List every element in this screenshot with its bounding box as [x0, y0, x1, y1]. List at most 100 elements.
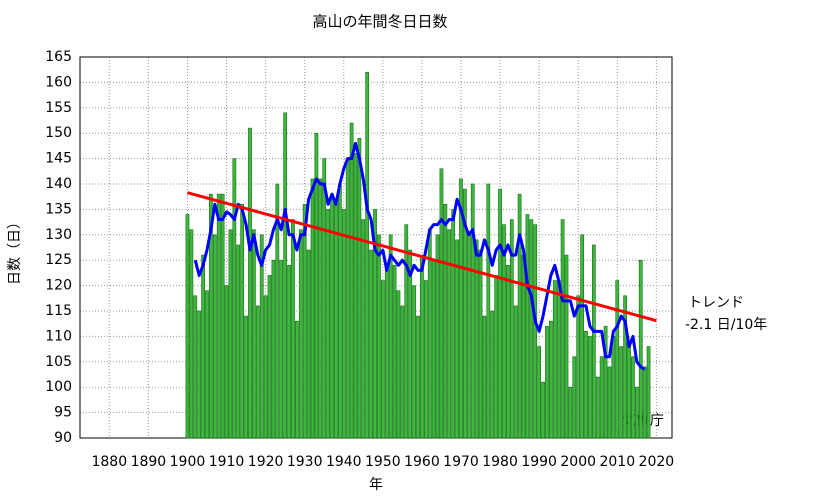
bar — [509, 219, 514, 439]
bar — [275, 183, 280, 439]
y-tick-label: 145 — [45, 151, 72, 167]
bar — [611, 336, 616, 439]
bar — [533, 224, 538, 439]
x-tick-label: 1940 — [326, 454, 362, 470]
bar — [455, 239, 459, 439]
bar — [283, 112, 288, 439]
bar — [306, 249, 311, 439]
bar — [295, 320, 299, 439]
bar — [466, 234, 471, 439]
bar — [623, 295, 627, 439]
bar — [627, 341, 631, 439]
bar — [392, 264, 397, 439]
bar — [541, 381, 545, 439]
x-tick-label: 2020 — [639, 454, 675, 470]
bar — [525, 214, 530, 439]
bar — [228, 229, 233, 439]
bar — [478, 249, 483, 439]
x-tick-label: 1990 — [521, 454, 557, 470]
bar — [482, 315, 487, 439]
bar — [591, 244, 596, 439]
x-tick-label: 1930 — [287, 454, 323, 470]
bar — [287, 264, 291, 439]
bar — [369, 249, 373, 439]
bar — [435, 234, 440, 439]
bar — [400, 305, 405, 439]
x-tick-label: 1900 — [170, 454, 206, 470]
bar — [494, 275, 499, 439]
bar — [408, 249, 413, 439]
bar — [334, 204, 338, 439]
bar — [404, 224, 409, 439]
y-tick-label: 165 — [45, 49, 72, 65]
bar — [599, 356, 604, 439]
bar — [298, 229, 303, 439]
bar — [205, 290, 209, 439]
bar — [513, 305, 518, 439]
bar — [255, 305, 260, 439]
bar — [552, 280, 557, 439]
bar — [451, 209, 456, 439]
bar — [564, 254, 569, 439]
bar — [349, 122, 354, 439]
bar — [240, 204, 245, 439]
bar — [463, 188, 467, 439]
bar — [646, 346, 651, 439]
y-tick-label: 135 — [45, 201, 72, 217]
y-tick-label: 95 — [54, 405, 72, 421]
bar — [201, 254, 205, 439]
bar — [443, 204, 448, 439]
bar — [556, 280, 561, 439]
bar — [631, 356, 635, 439]
bar — [498, 188, 502, 439]
bar — [529, 219, 534, 439]
bar — [595, 376, 600, 439]
bar — [310, 178, 315, 439]
bar — [263, 295, 268, 439]
x-tick-label: 1890 — [131, 454, 167, 470]
trend-line — [187, 191, 657, 323]
bar — [365, 71, 370, 439]
bar — [220, 193, 225, 439]
bar — [236, 244, 241, 439]
bar — [412, 285, 416, 439]
y-tick-label: 115 — [45, 303, 72, 319]
bar — [361, 219, 366, 439]
bar — [212, 234, 217, 439]
x-axis-label: 年 — [369, 477, 383, 493]
bar — [380, 280, 385, 439]
x-tick-label: 1910 — [209, 454, 245, 470]
bar — [322, 158, 327, 439]
bar — [185, 214, 190, 439]
y-axis-label: 日数（日） — [7, 215, 23, 285]
bar — [384, 264, 389, 439]
bar — [603, 325, 608, 439]
bar — [357, 137, 362, 439]
y-tick-label: 110 — [45, 328, 72, 344]
bar — [580, 234, 584, 439]
y-tick-label: 120 — [45, 278, 72, 294]
bar — [416, 315, 420, 439]
bar — [197, 310, 202, 439]
bar — [259, 234, 264, 439]
bar — [638, 259, 643, 439]
bar — [427, 229, 432, 439]
bar — [568, 386, 573, 439]
bar — [279, 259, 284, 439]
bar — [459, 178, 463, 439]
y-tick-label: 130 — [45, 227, 72, 243]
bar — [588, 336, 592, 439]
x-tick-label: 1970 — [443, 454, 479, 470]
bar — [420, 254, 424, 439]
bar — [447, 229, 452, 439]
bar — [549, 320, 553, 439]
bar — [248, 127, 252, 439]
bar — [271, 259, 276, 439]
annotation: トレンド — [688, 295, 744, 311]
bar — [232, 158, 237, 439]
bar — [470, 183, 475, 439]
moving-average-line — [193, 141, 646, 371]
bar — [486, 183, 491, 439]
bar — [490, 310, 495, 439]
bar — [377, 234, 381, 439]
